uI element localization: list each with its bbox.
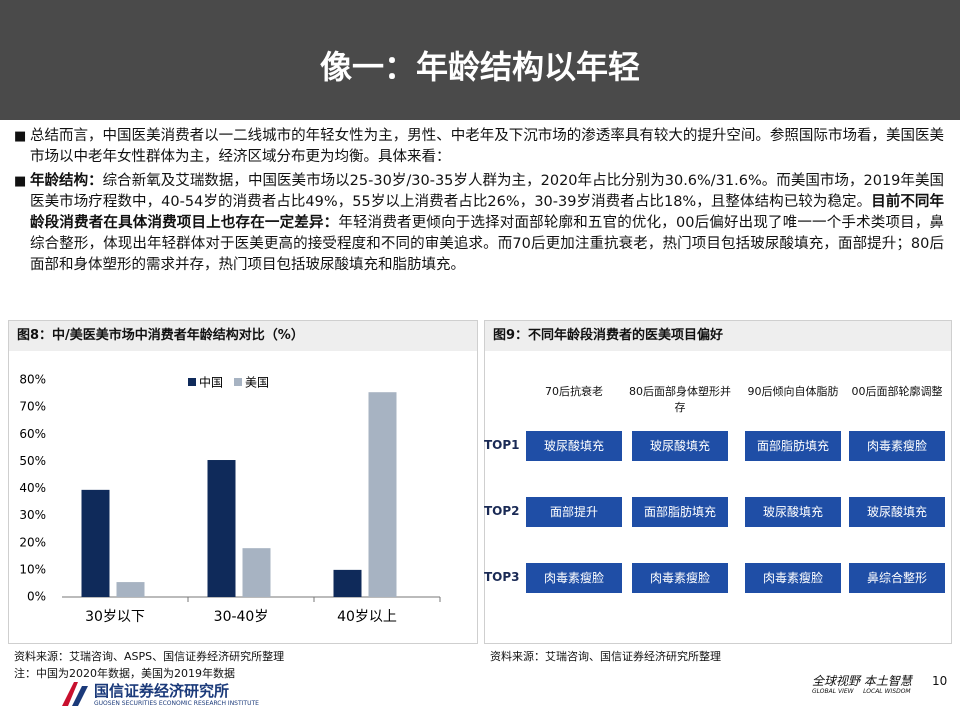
- figure-8-note: 注：中国为2020年数据，美国为2019年数据: [14, 667, 235, 680]
- bullet: 年龄结构：综合新氧及艾瑞数据，中国医美市场以25-30岁/30-35岁人群为主，…: [14, 171, 944, 276]
- bold-text: 目前不同年龄段消费者在具体消费项目上也存在一定差异：: [30, 194, 945, 231]
- bar: [81, 489, 110, 597]
- figure-8-box: 图8：中/美医美市场中消费者年龄结构对比（%）: [8, 320, 478, 644]
- slogan-en: GLOBAL VIEW LOCAL WISDOM: [812, 688, 911, 695]
- y-tick-label: 30%: [19, 508, 46, 522]
- legend-label: 中国: [199, 375, 223, 390]
- figure-9-title: 图9：不同年龄段消费者的医美项目偏好: [485, 321, 951, 351]
- preference-cell: 玻尿酸填充: [849, 497, 945, 527]
- column-header: 80后面部身体塑形并存: [629, 385, 731, 414]
- chart: 0% 10% 20% 30% 40% 50% 60% 70% 80% 30岁以下 30-40岁 40岁…: [19, 373, 441, 625]
- y-tick-label: 20%: [19, 535, 46, 549]
- bar: [368, 392, 397, 597]
- y-tick-label: 0%: [27, 590, 46, 604]
- preference-cell: 面部脂肪填充: [632, 497, 728, 527]
- x-tick-label: 30岁以下: [85, 609, 145, 625]
- preference-cell: 鼻综合整形: [849, 563, 945, 593]
- slide-title: 像一：年龄结构以年轻: [319, 48, 640, 86]
- company-name: 国信证券经济研究所: [94, 682, 230, 700]
- column-header: 70后抗衰老: [545, 385, 603, 398]
- preference-cell: 肉毒素瘦脸: [526, 563, 622, 593]
- legend-label: 美国: [245, 376, 269, 390]
- row-label: TOP3: [484, 570, 520, 584]
- slogan: 全球视野 本土智慧: [812, 674, 912, 688]
- x-tick-label: 30-40岁: [214, 609, 269, 625]
- page-number: 10: [932, 674, 948, 688]
- row-label: TOP2: [484, 504, 520, 518]
- bold-text: 年龄结构：: [30, 173, 103, 189]
- bar: [333, 569, 362, 597]
- body-text: 总结而言，中国医美消费者以一二线城市的年轻女性为主，男性、中老年及下沉市场的渗透…: [14, 126, 944, 279]
- column-header: 00后面部轮廓调整: [851, 385, 943, 398]
- column-header: 90后倾向自体脂肪: [747, 385, 839, 398]
- bar: [116, 582, 145, 597]
- preference-cell: 肉毒素瘦脸: [849, 431, 945, 461]
- y-tick-label: 10%: [19, 562, 46, 576]
- text: 综合新氧及艾瑞数据，中国医美市场以25-30岁/30-35岁人群为主，2020年…: [30, 173, 944, 210]
- x-tick-label: 40岁以上: [337, 609, 397, 625]
- preference-cell: 玻尿酸填充: [632, 431, 728, 461]
- y-tick-label: 50%: [19, 454, 46, 468]
- figure-8-source: 资料来源：艾瑞咨询、ASPS、国信证券经济研究所整理: [14, 650, 285, 663]
- y-tick-label: 40%: [19, 481, 46, 495]
- text: 年轻消费者更倾向于选择对面部轮廓和五官的优化，00后偏好出现了唯一一个手术类项目…: [30, 215, 945, 273]
- preference-cell: 玻尿酸填充: [526, 431, 622, 461]
- bullet: 总结而言，中国医美消费者以一二线城市的年轻女性为主，男性、中老年及下沉市场的渗透…: [14, 126, 944, 168]
- company-name-en: GUOSEN SECURITIES ECONOMIC RESEARCH INST…: [94, 700, 259, 707]
- y-tick-label: 80%: [19, 373, 46, 387]
- preference-cell: 肉毒素瘦脸: [745, 563, 841, 593]
- preference-cell: 面部提升: [526, 497, 622, 527]
- figure-9-source: 资料来源：艾瑞咨询、国信证券经济研究所整理: [490, 650, 721, 663]
- figure-8-title: 图8：中/美医美市场中消费者年龄结构对比（%）: [9, 321, 477, 351]
- legend-swatch: [188, 378, 196, 386]
- header-band: [0, 0, 960, 120]
- preference-cell: 面部脂肪填充: [745, 431, 841, 461]
- y-tick-label: 70%: [19, 400, 46, 414]
- legend-swatch: [234, 378, 242, 386]
- preference-cell: 肉毒素瘦脸: [632, 563, 728, 593]
- preference-grid: 70后抗衰老 80后面部身体塑形并存 90后倾向自体脂肪 00后面部轮廓调整 TOP1 玻…: [484, 355, 950, 640]
- bar: [207, 460, 236, 597]
- preference-cell: 玻尿酸填充: [745, 497, 841, 527]
- bar: [242, 548, 271, 597]
- figure-9-box: 图9：不同年龄段消费者的医美项目偏好: [484, 320, 952, 644]
- text: 总结而言，中国医美消费者以一二线城市的年轻女性为主，男性、中老年及下沉市场的渗透…: [30, 128, 944, 165]
- row-label: TOP1: [484, 438, 520, 452]
- y-tick-label: 60%: [19, 427, 46, 441]
- logo-icon: [62, 682, 88, 706]
